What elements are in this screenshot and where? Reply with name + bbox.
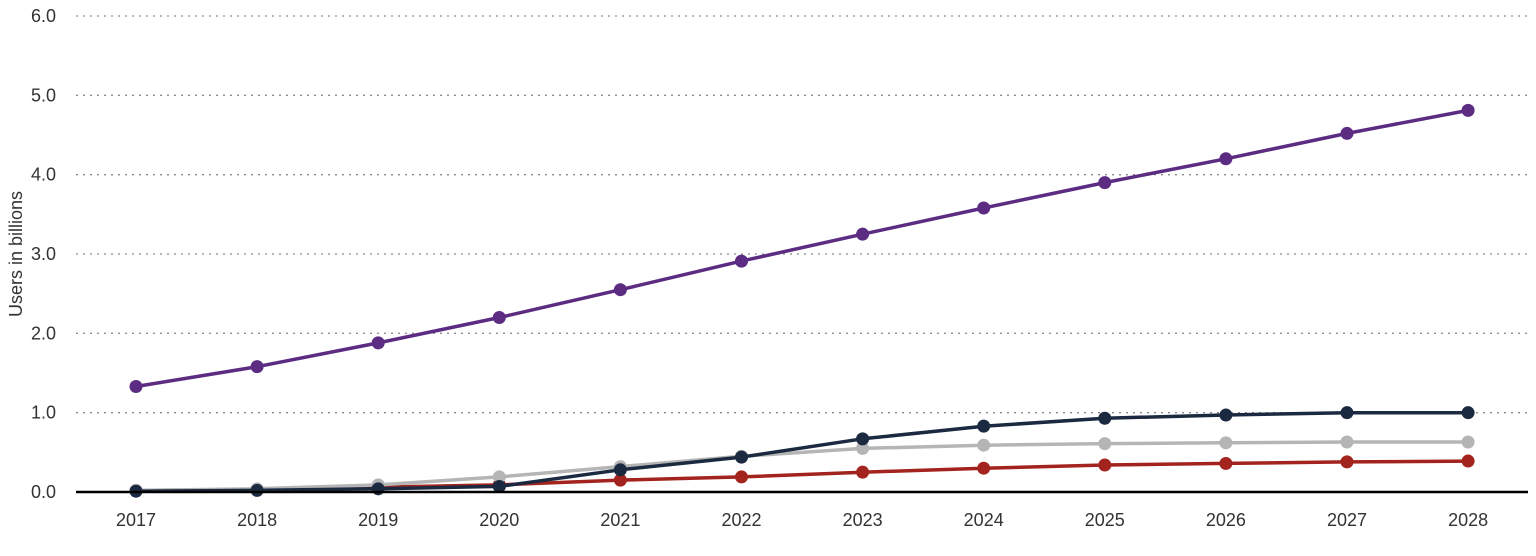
data-point[interactable]	[1340, 126, 1354, 140]
data-point[interactable]	[613, 473, 627, 487]
data-point[interactable]	[1219, 408, 1233, 422]
data-point[interactable]	[1098, 176, 1112, 190]
data-point[interactable]	[735, 470, 748, 484]
data-point[interactable]	[856, 441, 870, 455]
gridlines	[76, 15, 1528, 414]
x-tick-label: 2017	[116, 510, 156, 530]
data-point[interactable]	[1098, 411, 1112, 425]
data-point[interactable]	[371, 336, 385, 350]
data-point[interactable]	[856, 432, 870, 446]
data-point[interactable]	[1098, 437, 1112, 451]
data-point[interactable]	[977, 438, 991, 452]
series-2	[129, 406, 1475, 498]
x-tick-label: 2022	[721, 510, 761, 530]
data-point[interactable]	[977, 419, 991, 433]
data-point[interactable]	[1340, 435, 1354, 449]
data-point[interactable]	[492, 310, 506, 324]
y-tick-label: 5.0	[31, 85, 56, 105]
data-point[interactable]	[1461, 435, 1475, 449]
series-line	[134, 108, 1470, 389]
x-tick-label: 2026	[1206, 510, 1246, 530]
data-point[interactable]	[1219, 436, 1233, 450]
x-tick-label: 2019	[358, 510, 398, 530]
data-point[interactable]	[1461, 103, 1475, 117]
data-point[interactable]	[1461, 406, 1475, 420]
data-point[interactable]	[492, 470, 506, 484]
data-point[interactable]	[492, 479, 506, 493]
series-layer	[129, 103, 1475, 498]
data-point[interactable]	[1461, 454, 1475, 468]
x-tick-label: 2028	[1448, 510, 1488, 530]
y-tick-label: 4.0	[31, 165, 56, 185]
x-tick-label: 2018	[237, 510, 277, 530]
data-point[interactable]	[613, 463, 627, 477]
y-tick-label: 1.0	[31, 403, 56, 423]
x-tick-label: 2020	[479, 510, 519, 530]
data-point[interactable]	[735, 254, 748, 268]
x-tick-label: 2024	[964, 510, 1004, 530]
x-tick-label: 2027	[1327, 510, 1367, 530]
data-point[interactable]	[129, 379, 143, 393]
x-axis-ticks: 2017 2018 2019 2020 2021 2022 2023 2024 2025 2026…	[116, 510, 1488, 530]
y-axis-ticks: 0.0 1.0 2.0 3.0 4.0 5.0 6.0	[31, 6, 56, 502]
x-tick-label: 2025	[1085, 510, 1125, 530]
data-point[interactable]	[1219, 456, 1233, 470]
data-point[interactable]	[371, 482, 385, 496]
series-line	[134, 440, 1470, 493]
data-point[interactable]	[856, 227, 870, 241]
data-point[interactable]	[1098, 458, 1112, 472]
series-1	[129, 103, 1475, 393]
x-tick-label: 2023	[843, 510, 883, 530]
data-point[interactable]	[735, 450, 748, 464]
y-tick-label: 6.0	[31, 6, 56, 26]
data-point[interactable]	[856, 465, 870, 479]
y-tick-label: 2.0	[31, 323, 56, 343]
y-tick-label: 0.0	[31, 482, 56, 502]
data-point[interactable]	[1340, 455, 1354, 469]
series-line	[134, 410, 1470, 493]
y-axis-label: Users in billions	[6, 191, 26, 317]
data-point[interactable]	[1340, 406, 1354, 420]
y-tick-label: 3.0	[31, 244, 56, 264]
data-point[interactable]	[250, 360, 264, 374]
x-tick-label: 2021	[600, 510, 640, 530]
data-point[interactable]	[977, 201, 991, 215]
data-point[interactable]	[977, 461, 991, 475]
data-point[interactable]	[1219, 152, 1233, 166]
data-point[interactable]	[250, 483, 264, 497]
data-point[interactable]	[613, 283, 627, 297]
